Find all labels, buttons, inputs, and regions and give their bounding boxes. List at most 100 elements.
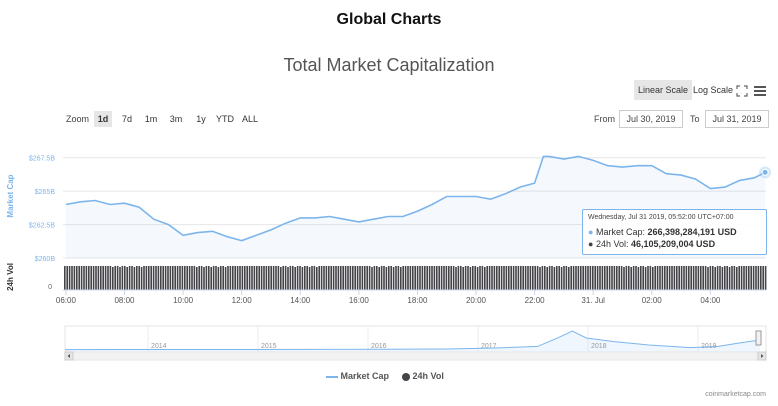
zoom-1m-button[interactable]: 1m: [144, 114, 158, 124]
volume-bar: [143, 266, 145, 290]
volume-bar: [462, 267, 464, 290]
volume-bar: [654, 266, 656, 290]
from-date-input[interactable]: Jul 30, 2019: [619, 110, 683, 128]
volume-bar: [570, 266, 572, 290]
to-date-input[interactable]: Jul 31, 2019: [705, 110, 769, 128]
volume-bar: [611, 266, 613, 290]
volume-bar: [673, 266, 676, 290]
volume-bar: [460, 266, 462, 290]
volume-bar: [320, 266, 323, 290]
volume-bar: [692, 266, 695, 290]
navigator-year-label: 2016: [371, 343, 387, 350]
volume-bar: [683, 266, 685, 290]
log-scale-button[interactable]: Log Scale: [693, 85, 734, 95]
volume-bar: [448, 266, 450, 290]
volume-bar: [196, 267, 198, 290]
volume-bar: [318, 266, 320, 290]
volume-bar: [97, 266, 100, 290]
volume-axis-zero: 0: [48, 284, 52, 291]
volume-bar: [750, 266, 752, 290]
volume-bar: [296, 266, 299, 290]
zoom-7d-button[interactable]: 7d: [121, 114, 132, 124]
volume-bar: [148, 266, 150, 290]
zoom-1d-button[interactable]: 1d: [94, 111, 112, 127]
menu-icon[interactable]: [754, 84, 766, 96]
x-tick-label: 02:00: [642, 296, 663, 305]
volume-bar: [414, 266, 416, 290]
volume-bar: [704, 266, 707, 290]
volume-bar: [373, 266, 376, 290]
volume-bar: [534, 266, 536, 290]
volume-bar: [656, 266, 659, 290]
tooltip-mcap-value: 266,398,284,191 USD: [647, 227, 737, 237]
navigator-area: [65, 331, 760, 352]
volume-bar: [340, 266, 342, 290]
volume-bar: [551, 266, 553, 290]
volume-bar: [496, 266, 498, 290]
x-tick-label: 04:00: [700, 296, 721, 305]
volume-bar: [344, 266, 347, 290]
volume-bar: [90, 266, 92, 290]
volume-bar: [493, 266, 496, 290]
volume-bar: [512, 266, 515, 290]
volume-bar: [412, 266, 414, 290]
volume-bar: [176, 266, 179, 290]
volume-bar: [152, 266, 155, 290]
volume-bar: [388, 266, 390, 290]
volume-bar: [210, 267, 212, 290]
zoom-ytd-button[interactable]: YTD: [216, 114, 234, 124]
navigator-year-label: 2018: [591, 343, 607, 350]
navigator-year-label: 2015: [261, 343, 277, 350]
fullscreen-icon[interactable]: [736, 84, 748, 97]
volume-bar: [215, 266, 217, 290]
volume-bar: [268, 266, 270, 290]
y-tick-label: $265B: [35, 189, 56, 196]
volume-bar: [719, 266, 721, 290]
volume-bar: [71, 266, 73, 290]
x-tick-label: 31. Jul: [581, 296, 605, 305]
volume-bar: [73, 266, 76, 290]
volume-bar: [745, 266, 748, 290]
volume-bar: [284, 266, 287, 290]
volume-bar: [239, 266, 241, 290]
volume-bar: [688, 266, 690, 290]
volume-bar: [409, 266, 412, 290]
volume-bar: [419, 266, 421, 290]
volume-bar: [716, 266, 719, 290]
volume-bar: [532, 266, 534, 290]
volume-bar: [83, 266, 85, 290]
volume-bar: [628, 266, 630, 290]
volume-bar: [241, 266, 244, 290]
x-tick-label: 18:00: [407, 296, 428, 305]
volume-bar: [251, 266, 253, 290]
volume-bar: [620, 266, 623, 290]
legend-item-market-cap[interactable]: Market Cap: [326, 371, 389, 381]
volume-bar: [140, 267, 143, 290]
volume-bar: [488, 266, 491, 290]
linear-scale-button[interactable]: Linear Scale: [634, 80, 693, 100]
volume-bar: [486, 266, 488, 290]
zoom-label: Zoom: [66, 114, 90, 124]
zoom-3m-button[interactable]: 3m: [169, 114, 183, 124]
volume-bar: [743, 266, 745, 290]
y-tick-label: $267.5B: [29, 156, 55, 163]
legend-item-volume[interactable]: 24h Vol: [402, 371, 444, 381]
volume-bar: [724, 266, 726, 290]
zoom-1y-button[interactable]: 1y: [196, 114, 206, 124]
volume-bar: [659, 266, 661, 290]
volume-bar: [450, 266, 452, 290]
volume-bar: [78, 266, 80, 290]
volume-bar: [157, 266, 160, 290]
x-tick-label: 10:00: [173, 296, 194, 305]
volume-bar: [428, 266, 431, 290]
volume-bar: [138, 266, 140, 290]
zoom-all-button[interactable]: ALL: [241, 114, 258, 124]
volume-bar: [397, 266, 400, 290]
volume-bar: [515, 266, 517, 290]
volume-bar: [690, 266, 692, 290]
volume-bar: [664, 266, 666, 290]
volume-bar: [184, 266, 186, 290]
volume-bar: [287, 267, 289, 290]
volume-bar: [390, 266, 392, 290]
